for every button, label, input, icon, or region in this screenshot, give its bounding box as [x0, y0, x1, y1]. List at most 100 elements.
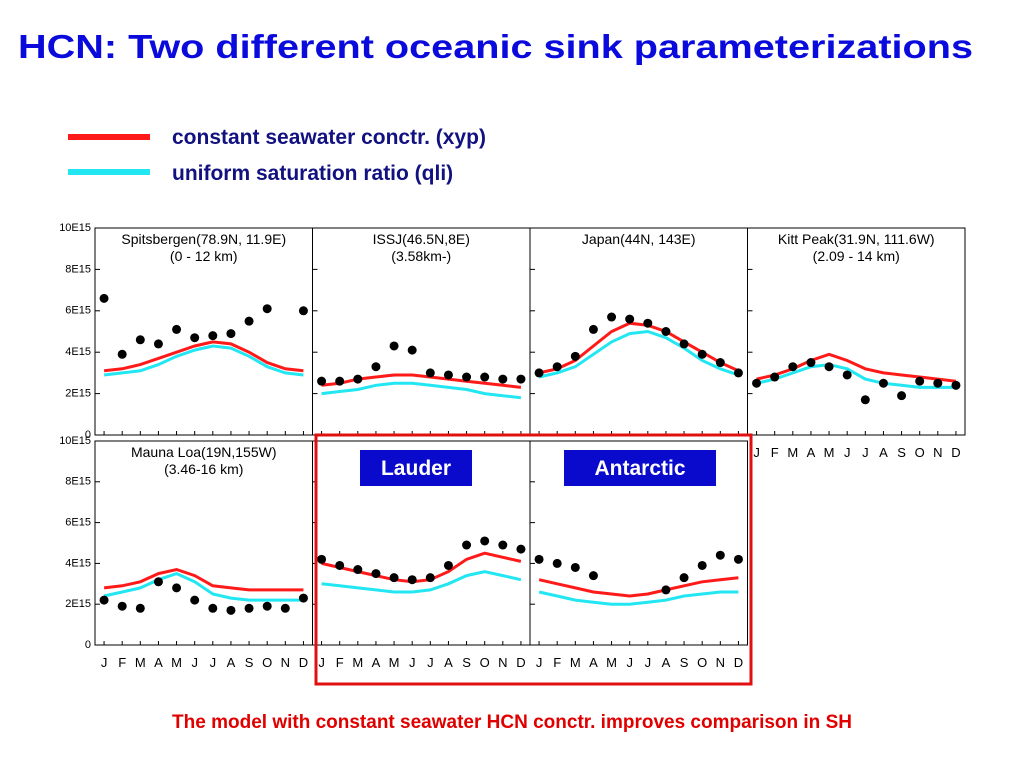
observation [244, 316, 254, 326]
observation [697, 349, 707, 359]
legend-label: uniform saturation ratio (qli) [172, 162, 453, 185]
observation [353, 374, 363, 384]
x-tick-label: J [862, 445, 869, 460]
y-tick-label: 4E15 [65, 346, 91, 358]
slide-title: HCN: Two different oceanic sink paramete… [18, 28, 973, 65]
x-tick-label: M [352, 655, 363, 670]
observation [335, 376, 345, 386]
panel-title: Spitsbergen(78.9N, 11.9E) [121, 231, 286, 247]
observation [715, 550, 725, 560]
observation [226, 329, 236, 339]
observation [552, 362, 562, 372]
observation [588, 324, 598, 334]
panel-title: Japan(44N, 143E) [582, 231, 696, 247]
panel-subtitle: (3.46-16 km) [164, 461, 243, 477]
observation [353, 565, 363, 575]
observation [135, 603, 145, 613]
observation [172, 583, 182, 593]
callout-box [564, 450, 716, 486]
observation [208, 603, 218, 613]
x-tick-label: A [879, 445, 888, 460]
y-tick-label: 4E15 [65, 557, 91, 569]
y-tick-label: 6E15 [65, 305, 91, 317]
observation [951, 380, 961, 390]
observation [135, 335, 145, 345]
x-tick-label: M [171, 655, 182, 670]
observation [788, 362, 798, 372]
observation [661, 327, 671, 336]
observation [752, 378, 762, 388]
callout: Antarctic [594, 457, 685, 480]
y-tick-label: 6E15 [65, 517, 91, 529]
x-tick-label: J [409, 655, 416, 670]
x-tick-label: A [589, 655, 598, 670]
panel-title: ISSJ(46.5N,8E) [373, 231, 470, 247]
x-tick-label: A [154, 655, 163, 670]
y-tick-label: 10E15 [59, 435, 91, 447]
model-line [321, 570, 522, 594]
observation [99, 595, 109, 605]
x-tick-label: N [716, 655, 725, 670]
observation [298, 593, 308, 603]
observation [335, 560, 345, 570]
observation [443, 370, 453, 380]
x-tick-label: S [897, 445, 906, 460]
observation [172, 324, 182, 334]
x-tick-label: D [299, 655, 308, 670]
x-tick-label: O [915, 445, 925, 460]
observation [625, 314, 635, 324]
x-tick-label: D [734, 655, 743, 670]
x-tick-label: J [753, 445, 760, 460]
panel-title: Kitt Peak(31.9N, 111.6W) [778, 231, 935, 247]
panels: 0 2E15 4E15 6E15 8E15 10E15 Spitsbergen(78.9N,… [59, 222, 966, 670]
x-tick-label: M [787, 445, 798, 460]
observation [679, 339, 689, 349]
observation [588, 571, 598, 581]
y-tick-label: 8E15 [65, 476, 91, 488]
observation [806, 358, 816, 368]
observation [389, 341, 399, 351]
observation [425, 368, 435, 378]
observation [570, 562, 580, 572]
x-tick-label: O [697, 655, 707, 670]
observation [244, 603, 254, 613]
observation [878, 378, 888, 388]
panel-frame [529, 440, 748, 646]
observation [933, 378, 943, 388]
observation [534, 368, 544, 378]
observation [733, 554, 743, 564]
model-line [103, 567, 304, 592]
x-tick-label: O [480, 655, 490, 670]
model-line [538, 576, 739, 598]
observation [643, 318, 653, 328]
x-tick-label: M [570, 655, 581, 670]
model-line [103, 344, 304, 377]
observation [317, 376, 327, 386]
observation [733, 368, 743, 378]
model-line [538, 329, 739, 379]
observation [262, 304, 272, 314]
panel-title: Mauna Loa(19N,155W) [131, 444, 277, 460]
observation [280, 603, 290, 613]
observation [552, 558, 562, 568]
observation [897, 391, 907, 401]
observation [226, 605, 236, 615]
panel-subtitle: (2.09 - 14 km) [813, 248, 900, 264]
observation [153, 339, 163, 349]
observation [262, 601, 272, 611]
observation [298, 306, 308, 316]
x-tick-label: J [536, 655, 543, 670]
observation [498, 374, 508, 384]
highlight-box [314, 433, 753, 686]
y-tick-label: 8E15 [65, 263, 91, 275]
x-tick-label: J [191, 655, 198, 670]
observation [407, 575, 417, 585]
x-tick-label: D [516, 655, 525, 670]
observation [462, 540, 472, 550]
panel-frame [747, 227, 966, 436]
observation [770, 372, 780, 382]
x-tick-label: J [101, 655, 108, 670]
observation [915, 376, 925, 386]
y-tick-label: 2E15 [65, 598, 91, 610]
